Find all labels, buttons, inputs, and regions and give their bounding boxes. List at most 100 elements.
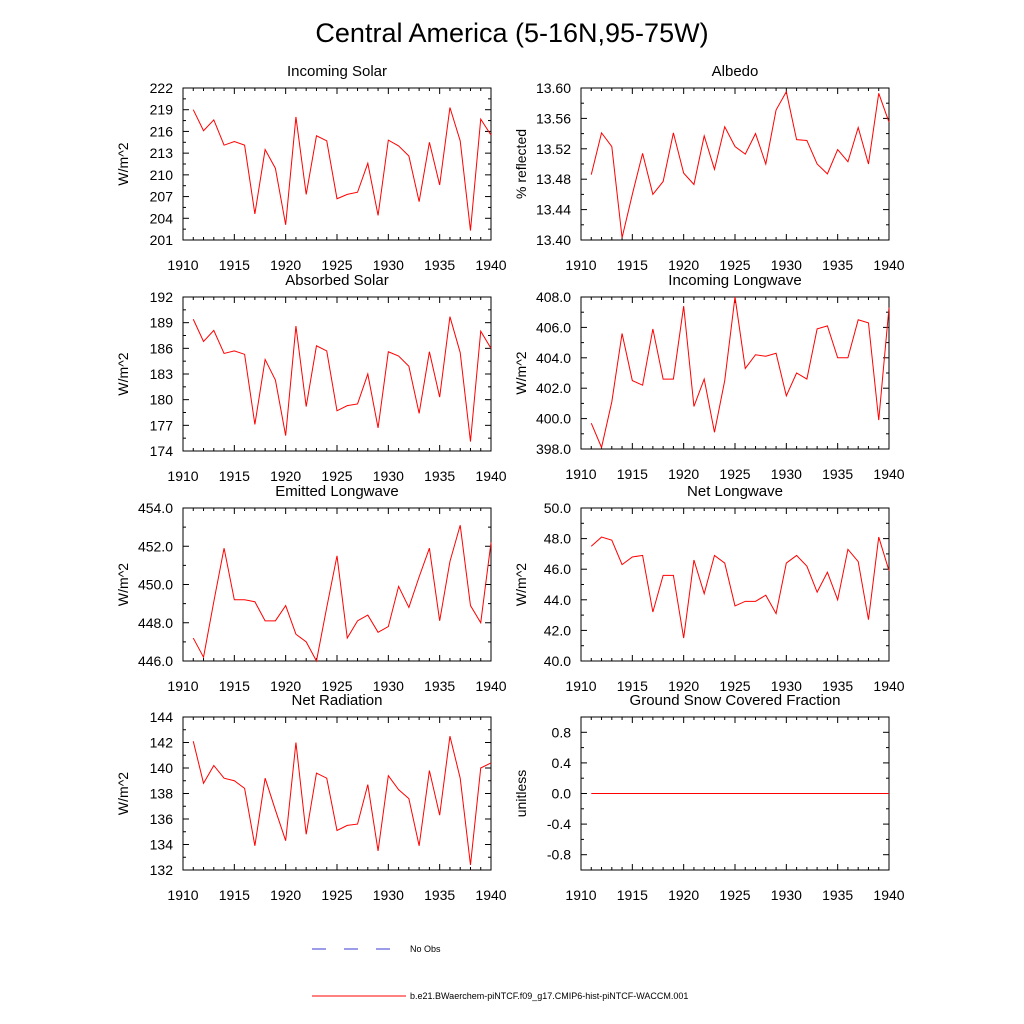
x-tick-label: 1925 (719, 466, 750, 482)
y-tick-label: 136 (150, 811, 174, 827)
y-tick-label: 408.0 (536, 289, 571, 305)
x-tick-label: 1915 (219, 678, 250, 694)
x-tick-label: 1915 (219, 468, 250, 484)
plot-frame-net-radiation (182, 716, 492, 871)
panel-incoming-solar: 1910 1915 1920 1925 1930 1935 1940 201 204 207 210… (115, 63, 507, 273)
y-tick-label: 13.48 (536, 171, 571, 187)
x-tick-label: 1935 (822, 678, 853, 694)
panel-title-emitted-longwave: Emitted Longwave (275, 483, 398, 500)
x-tick-label: 1915 (617, 678, 648, 694)
y-tick-label: 40.0 (544, 653, 571, 669)
y-tick-label: 13.56 (536, 110, 571, 126)
x-tick-label: 1925 (719, 257, 750, 273)
x-tick-label: 1915 (219, 257, 250, 273)
y-tick-label: 222 (150, 80, 174, 96)
x-tick-label: 1940 (475, 468, 506, 484)
panel-title-albedo: Albedo (712, 63, 759, 80)
y-tick-label: 213 (150, 145, 174, 161)
y-tick-label: 134 (150, 837, 174, 853)
y-tick-label: 0.4 (552, 755, 572, 771)
x-tick-label: 1930 (373, 678, 404, 694)
y-tick-label: 400.0 (536, 411, 571, 427)
y-tick-label: 138 (150, 786, 174, 802)
y-tick-label: 219 (150, 102, 174, 118)
y-tick-label: 180 (150, 392, 174, 408)
x-tick-label: 1910 (167, 257, 198, 273)
y-axis-label-incoming-solar: W/m^2 (115, 142, 131, 185)
x-tick-label: 1910 (167, 887, 198, 903)
y-tick-label: 452.0 (138, 538, 173, 554)
x-tick-label: 1930 (771, 678, 802, 694)
x-tick-label: 1920 (270, 887, 301, 903)
y-axis-label-net-radiation: W/m^2 (115, 772, 131, 815)
panel-net-radiation: 1910 1915 1920 1925 1930 1935 1940 132 134 136 138… (115, 692, 507, 903)
x-tick-label: 1925 (321, 887, 352, 903)
x-tick-label: 1930 (771, 257, 802, 273)
series-line-incoming-longwave (590, 296, 890, 450)
series-line-net-longwave (590, 536, 890, 639)
x-tick-label: 1935 (822, 257, 853, 273)
y-tick-label: 13.44 (536, 202, 571, 218)
y-tick-label: 0.0 (552, 786, 572, 802)
x-tick-label: 1940 (873, 466, 904, 482)
y-tick-label: 174 (150, 443, 174, 459)
y-axis-label-emitted-longwave: W/m^2 (115, 563, 131, 606)
x-tick-label: 1920 (270, 678, 301, 694)
panel-emitted-longwave: 1910 1915 1920 1925 1930 1935 1940 446.0 448.0 45… (115, 483, 507, 694)
y-tick-label: 0.8 (552, 724, 572, 740)
plot-frame-emitted-longwave (182, 507, 492, 662)
x-tick-label: 1935 (424, 678, 455, 694)
x-tick-label: 1915 (219, 887, 250, 903)
x-tick-label: 1925 (719, 678, 750, 694)
y-tick-label: 13.52 (536, 141, 571, 157)
y-tick-label: 177 (150, 417, 174, 433)
figure-title: Central America (5-16N,95-75W) (315, 18, 708, 48)
x-tick-label: 1935 (822, 466, 853, 482)
x-tick-label: 1930 (373, 257, 404, 273)
x-tick-label: 1935 (424, 257, 455, 273)
x-tick-label: 1920 (270, 257, 301, 273)
x-tick-label: 1920 (668, 257, 699, 273)
x-tick-label: 1935 (424, 468, 455, 484)
panel-title-ground-snow-covered-fraction: Ground Snow Covered Fraction (630, 692, 841, 709)
x-tick-label: 1940 (475, 257, 506, 273)
y-tick-label: 402.0 (536, 380, 571, 396)
x-tick-label: 1910 (565, 257, 596, 273)
series-line-absorbed-solar (192, 316, 492, 442)
x-tick-label: 1940 (873, 678, 904, 694)
x-tick-label: 1915 (617, 466, 648, 482)
x-tick-label: 1930 (771, 466, 802, 482)
plot-frame-incoming-solar (182, 87, 492, 241)
series-line-net-radiation (192, 736, 492, 865)
x-tick-label: 1925 (321, 257, 352, 273)
panel-net-longwave: 1910 1915 1920 1925 1930 1935 1940 40.0 42.0 44.0… (513, 483, 905, 694)
y-tick-label: 201 (150, 232, 174, 248)
y-tick-label: 13.60 (536, 80, 571, 96)
y-tick-label: 454.0 (138, 500, 173, 516)
x-tick-label: 1925 (321, 468, 352, 484)
panel-title-incoming-solar: Incoming Solar (287, 63, 387, 80)
x-tick-label: 1920 (270, 468, 301, 484)
y-axis-label-absorbed-solar: W/m^2 (115, 352, 131, 395)
legend-label-model: b.e21.BWaerchem-piNTCF.f09_g17.CMIP6-his… (410, 991, 688, 1001)
y-tick-label: 398.0 (536, 441, 571, 457)
x-tick-label: 1920 (668, 887, 699, 903)
y-tick-label: 46.0 (544, 561, 571, 577)
y-tick-label: 448.0 (138, 615, 173, 631)
x-tick-label: 1915 (617, 257, 648, 273)
x-tick-label: 1940 (475, 678, 506, 694)
series-line-albedo (590, 90, 890, 238)
x-tick-label: 1910 (167, 468, 198, 484)
panel-absorbed-solar: 1910 1915 1920 1925 1930 1935 1940 174 177 180 183… (115, 272, 507, 484)
y-tick-label: 50.0 (544, 500, 571, 516)
x-tick-label: 1935 (822, 887, 853, 903)
x-tick-label: 1940 (873, 257, 904, 273)
y-tick-label: 144 (150, 709, 174, 725)
y-axis-label-net-longwave: W/m^2 (513, 563, 529, 606)
plot-frame-incoming-longwave (580, 296, 890, 450)
panel-ground-snow-covered-fraction: 1910 1915 1920 1925 1930 1935 1940 -0.8 -0.4 0.0 0… (513, 692, 905, 903)
panel-title-net-longwave: Net Longwave (687, 483, 783, 500)
y-tick-label: 186 (150, 340, 174, 356)
x-tick-label: 1925 (321, 678, 352, 694)
x-tick-label: 1910 (565, 678, 596, 694)
